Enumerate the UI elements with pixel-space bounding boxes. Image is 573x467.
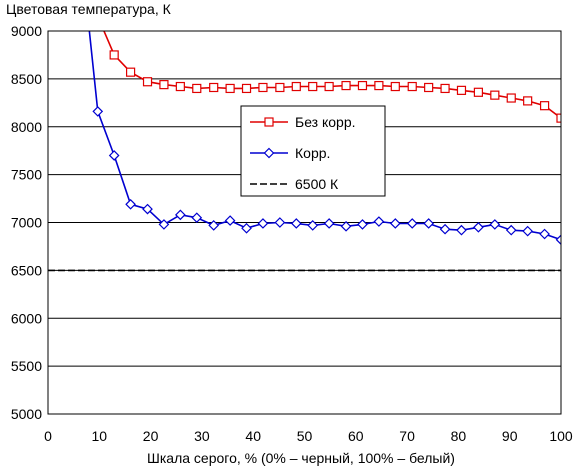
legend-marker-1 [263, 147, 275, 159]
data-point-1 [158, 219, 170, 230]
chart-title: Цветовая температура, К [6, 1, 172, 17]
data-point-0 [424, 82, 434, 93]
data-point-0 [341, 80, 351, 91]
data-point-0 [241, 83, 252, 94]
data-point-0 [308, 81, 318, 92]
data-point-0 [490, 90, 500, 100]
data-point-0 [109, 50, 119, 60]
data-point-0 [275, 82, 285, 93]
data-point-0 [324, 81, 334, 92]
data-point-1 [323, 218, 335, 229]
data-point-0 [456, 85, 467, 95]
data-point-1 [257, 218, 269, 229]
data-point-0 [556, 113, 561, 123]
data-point-0 [142, 77, 153, 87]
x-axis-label: Шкала серого, % (0% – черный, 100% – бел… [147, 450, 455, 466]
series-layer [48, 31, 561, 272]
data-point-1 [456, 224, 467, 236]
data-point-1 [439, 223, 451, 235]
data-point-1 [373, 216, 385, 227]
x-tick-labels: 0 10 20 30 40 50 60 70 80 90 100 [44, 428, 573, 444]
y-tick-label: 8000 [11, 119, 42, 135]
data-point-1 [505, 224, 517, 236]
data-point-1 [125, 198, 136, 210]
y-tick-label: 9000 [11, 23, 42, 39]
data-point-1 [307, 220, 319, 231]
data-point-1 [274, 217, 286, 228]
data-point-1 [241, 222, 252, 234]
series-line-0 [103, 31, 561, 119]
legend-marker-0 [264, 117, 274, 127]
y-tick-labels: 5000 5500 6000 6500 7000 7500 8000 8500 9000 [11, 23, 42, 422]
data-point-0 [125, 67, 136, 77]
legend-label-1: Корр. [295, 145, 330, 161]
x-tick-label: 30 [194, 428, 210, 444]
y-tick-label: 6000 [11, 310, 42, 326]
x-tick-label: 70 [399, 428, 415, 444]
x-tick-label: 80 [451, 428, 467, 444]
data-point-1 [340, 220, 352, 232]
data-point-1 [406, 218, 418, 229]
x-tick-label: 10 [92, 428, 108, 444]
data-point-0 [390, 81, 400, 92]
data-point-0 [506, 93, 516, 103]
y-tick-label: 6500 [11, 262, 42, 278]
data-point-1 [522, 225, 534, 237]
data-point-1 [473, 221, 484, 233]
data-point-0 [175, 81, 185, 92]
y-tick-label: 8500 [11, 71, 42, 87]
x-tick-label: 50 [297, 428, 313, 444]
data-point-1 [175, 209, 186, 221]
data-point-0 [357, 80, 368, 91]
data-point-0 [258, 82, 268, 93]
x-tick-label: 100 [549, 428, 573, 444]
data-point-1 [389, 218, 401, 229]
data-point-1 [555, 234, 561, 246]
data-point-0 [523, 96, 533, 106]
y-tick-label: 7500 [11, 167, 42, 183]
data-point-0 [407, 81, 417, 92]
data-point-1 [208, 220, 220, 231]
data-point-1 [191, 212, 203, 224]
x-tick-label: 0 [44, 428, 52, 444]
data-point-0 [539, 101, 550, 111]
data-point-1 [489, 219, 501, 230]
x-tick-label: 40 [245, 428, 261, 444]
data-point-1 [423, 218, 434, 229]
data-point-0 [159, 80, 169, 90]
data-point-1 [357, 219, 368, 230]
data-point-1 [142, 203, 153, 215]
data-point-0 [192, 83, 202, 94]
x-tick-label: 90 [502, 428, 518, 444]
plot-border [47, 30, 562, 415]
data-point-1 [92, 106, 104, 117]
data-point-0 [291, 81, 301, 92]
y-tick-label: 7000 [11, 215, 42, 231]
x-tick-label: 60 [348, 428, 364, 444]
data-point-1 [539, 228, 550, 240]
data-point-1 [290, 218, 302, 229]
data-point-1 [224, 215, 236, 226]
legend-label-0: Без корр. [295, 114, 356, 130]
data-point-0 [209, 82, 219, 93]
data-point-1 [108, 150, 120, 161]
legend-label-2: 6500 К [295, 176, 339, 192]
data-point-0 [473, 87, 484, 97]
y-tick-label: 5500 [11, 358, 42, 374]
data-point-0 [225, 83, 235, 94]
data-point-0 [440, 83, 450, 94]
y-tick-label: 5000 [11, 406, 42, 422]
x-tick-label: 20 [143, 428, 159, 444]
data-point-0 [374, 80, 384, 91]
legend: Без корр. Корр. 6500 К [240, 105, 386, 197]
grid-lines [48, 30, 561, 415]
